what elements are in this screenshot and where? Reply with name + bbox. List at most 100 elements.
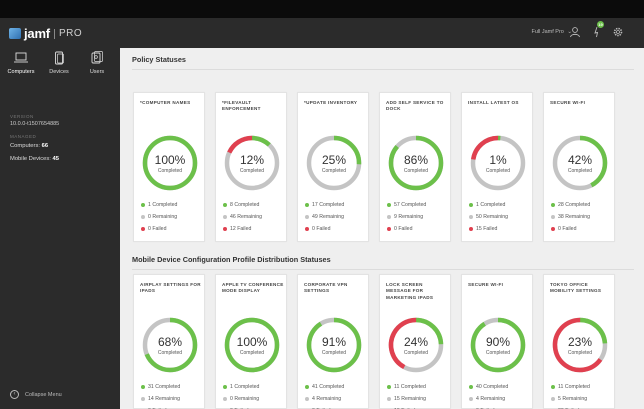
completed-arc	[306, 135, 362, 191]
managed-label: MANAGED	[10, 134, 37, 139]
failed-stat[interactable]: 12 Failed	[223, 226, 251, 232]
collapse-menu-button[interactable]: ‹ Collapse Menu	[10, 390, 62, 399]
status-dot-icon	[551, 385, 555, 389]
completed-caption: Completed	[486, 168, 510, 174]
status-card[interactable]: *COMPUTER NAMES 100% Completed 1 Completed 0…	[133, 92, 205, 242]
card-title: *UPDATE INVENTORY	[304, 100, 358, 105]
remaining-stat[interactable]: 14 Remaining	[141, 396, 180, 402]
percent-label: 68%	[158, 335, 182, 349]
status-dot-icon	[551, 227, 555, 231]
completed-caption: Completed	[240, 350, 264, 356]
stat-label: 14 Remaining	[148, 396, 181, 402]
jamf-logo[interactable]: jamf PRO	[9, 26, 82, 41]
failed-stat[interactable]: 0 Failed	[141, 226, 166, 232]
status-dot-icon	[141, 227, 145, 231]
stat-label: 1 Completed	[230, 384, 260, 390]
stat-label: 0 Failed	[558, 226, 577, 232]
failed-stat[interactable]: 0 Failed	[305, 226, 330, 232]
status-card[interactable]: INSTALL LATEST OS 1% Completed 1 Completed 5…	[461, 92, 533, 242]
status-dot-icon	[387, 203, 391, 207]
completed-stat[interactable]: 40 Completed	[469, 384, 508, 390]
stat-label: 12 Failed	[230, 226, 252, 232]
remaining-stat[interactable]: 38 Remaining	[551, 214, 590, 220]
section-divider	[132, 69, 634, 70]
failed-stat[interactable]: 15 Failed	[469, 226, 497, 232]
card-title: LOCK SCREEN MESSAGE FOR MARKETING IPADS	[386, 282, 434, 300]
stat-label: 50 Remaining	[476, 214, 509, 220]
progress-donut: 90%Completed	[470, 317, 526, 373]
remaining-stat[interactable]: 4 Remaining	[305, 396, 341, 402]
computers-label: Computers:	[10, 143, 40, 149]
progress-donut: 42%Completed	[552, 135, 608, 191]
nav-users[interactable]: Users	[78, 48, 116, 75]
card-title: CORPORATE VPN SETTINGS	[304, 282, 348, 294]
completed-stat[interactable]: 28 Completed	[551, 202, 590, 208]
laptop-icon	[14, 52, 28, 63]
remaining-stat[interactable]: 0 Remaining	[141, 214, 177, 220]
stat-label: 9 Remaining	[394, 214, 424, 220]
completed-caption: Completed	[404, 350, 428, 356]
remaining-stat[interactable]: 5 Remaining	[551, 396, 587, 402]
stat-label: 4 Remaining	[312, 396, 342, 402]
logo-divider	[53, 28, 55, 39]
version-info: VERSION 10.0.0-t1507654885	[10, 114, 59, 127]
remaining-stat[interactable]: 4 Remaining	[469, 396, 505, 402]
completed-caption: Completed	[158, 350, 182, 356]
progress-donut: 24%Completed	[388, 317, 444, 373]
status-card[interactable]: SECURE WI-FI 42% Completed 28 Completed 38 R…	[543, 92, 615, 242]
progress-donut: 91%Completed	[306, 317, 362, 373]
remaining-stat[interactable]: 50 Remaining	[469, 214, 508, 220]
status-card[interactable]: CORPORATE VPN SETTINGS 91% Completed 41 Com…	[297, 274, 369, 409]
status-card[interactable]: *FILEVAULT ENFORCEMENT 12% Completed 8 Comp…	[215, 92, 287, 242]
failed-stat[interactable]: 0 Failed	[387, 226, 412, 232]
remaining-stat[interactable]: 15 Remaining	[387, 396, 426, 402]
card-title: *COMPUTER NAMES	[140, 100, 191, 105]
status-dot-icon	[223, 397, 227, 401]
stat-label: 0 Remaining	[148, 214, 178, 220]
completed-stat[interactable]: 57 Completed	[387, 202, 426, 208]
status-dot-icon	[223, 227, 227, 231]
stat-label: 46 Remaining	[230, 214, 263, 220]
completed-stat[interactable]: 11 Completed	[551, 384, 590, 390]
nav-devices[interactable]: Devices	[40, 48, 78, 75]
completed-stat[interactable]: 1 Completed	[141, 202, 177, 208]
remaining-stat[interactable]: 46 Remaining	[223, 214, 262, 220]
gear-icon[interactable]	[611, 25, 625, 39]
remaining-stat[interactable]: 49 Remaining	[305, 214, 344, 220]
status-card[interactable]: SECURE WI-FI 90% Completed 40 Completed 4 Re…	[461, 274, 533, 409]
section-divider	[132, 269, 634, 270]
status-card[interactable]: TOKYO OFFICE MOBILITY SETTINGS 23% Complet…	[543, 274, 615, 409]
completed-arc	[470, 317, 526, 373]
percent-label: 25%	[322, 153, 346, 167]
remaining-stat[interactable]: 9 Remaining	[387, 214, 423, 220]
notifications-icon[interactable]	[590, 25, 604, 39]
remaining-stat[interactable]: 0 Remaining	[223, 396, 259, 402]
completed-stat[interactable]: 8 Completed	[223, 202, 259, 208]
status-dot-icon	[551, 215, 555, 219]
completed-caption: Completed	[486, 350, 510, 356]
status-dot-icon	[223, 385, 227, 389]
completed-stat[interactable]: 1 Completed	[469, 202, 505, 208]
completed-stat[interactable]: 17 Completed	[305, 202, 344, 208]
stat-label: 41 Completed	[312, 384, 345, 390]
nav-computers[interactable]: Computers	[2, 48, 40, 75]
completed-stat[interactable]: 1 Completed	[223, 384, 259, 390]
status-card[interactable]: LOCK SCREEN MESSAGE FOR MARKETING IPADS 2…	[379, 274, 451, 409]
status-card[interactable]: AIRPLAY SETTINGS FOR IPADS 68% Completed 31…	[133, 274, 205, 409]
stat-label: 38 Remaining	[558, 214, 591, 220]
stat-label: 4 Remaining	[476, 396, 506, 402]
status-card[interactable]: ADD SELF SERVICE TO DOCK 86% Completed 57 C…	[379, 92, 451, 242]
completed-stat[interactable]: 11 Completed	[387, 384, 426, 390]
user-icon[interactable]	[568, 25, 582, 39]
status-card[interactable]: APPLE TV CONFERENCE MODE DISPLAY 100% Comp…	[215, 274, 287, 409]
completed-stat[interactable]: 31 Completed	[141, 384, 180, 390]
percent-label: 12%	[240, 153, 264, 167]
user-name-menu[interactable]: Full Jamf Pro ⌄	[531, 29, 572, 35]
completed-stat[interactable]: 41 Completed	[305, 384, 344, 390]
status-dot-icon	[305, 227, 309, 231]
failed-stat[interactable]: 0 Failed	[551, 226, 576, 232]
status-dot-icon	[141, 215, 145, 219]
completed-arc	[388, 135, 444, 191]
status-card[interactable]: *UPDATE INVENTORY 25% Completed 17 Complete…	[297, 92, 369, 242]
